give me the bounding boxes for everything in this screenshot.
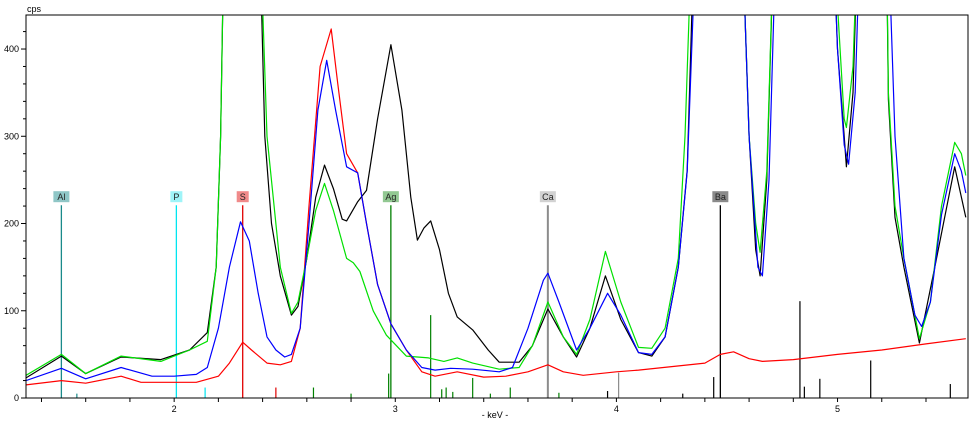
series-blue	[26, 15, 967, 382]
x-tick-label: 3	[393, 404, 398, 414]
stick-lines	[76, 301, 951, 398]
x-axis-label: - keV -	[482, 410, 509, 420]
series-lines	[26, 15, 967, 386]
element-marker-s[interactable]: S	[236, 191, 249, 398]
series-green	[26, 15, 967, 376]
element-markers: Al P S Ag Ca Ba	[53, 191, 729, 398]
element-label: Ag	[385, 192, 396, 202]
plot-frame	[25, 14, 969, 399]
x-tick-label: 2	[172, 404, 177, 414]
element-label-bg	[539, 191, 556, 203]
y-tick-label: 400	[4, 44, 19, 54]
element-label-bg	[236, 191, 249, 203]
element-marker-ag[interactable]: Ag	[382, 191, 399, 398]
element-label: Ca	[542, 192, 554, 202]
element-marker-ba[interactable]: Ba	[712, 191, 729, 398]
series-black	[26, 15, 967, 379]
series-red	[26, 28, 966, 386]
element-label: P	[173, 192, 179, 202]
y-tick-label: 100	[4, 306, 19, 316]
element-label: Al	[57, 192, 65, 202]
element-label-bg	[382, 191, 399, 203]
x-tick-label: 5	[835, 404, 840, 414]
axes: 0 100 200 300 400 2 3 4 5	[4, 14, 969, 414]
y-axis-label: cps	[27, 4, 42, 14]
element-label-bg	[53, 191, 70, 203]
element-label-bg	[170, 191, 183, 203]
y-tick-label: 0	[14, 393, 19, 403]
element-marker-p[interactable]: P	[170, 191, 183, 398]
element-marker-al[interactable]: Al	[53, 191, 70, 398]
y-tick-label: 300	[4, 131, 19, 141]
y-tick-label: 200	[4, 219, 19, 229]
element-label: S	[240, 192, 246, 202]
element-label-bg	[712, 191, 729, 203]
element-label: Ba	[715, 192, 726, 202]
x-tick-label: 4	[614, 404, 619, 414]
